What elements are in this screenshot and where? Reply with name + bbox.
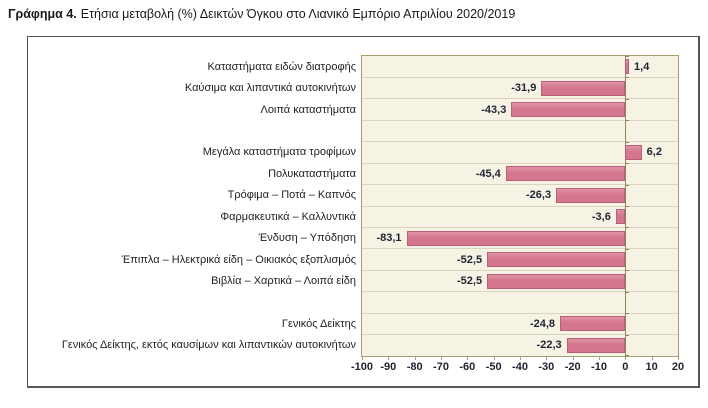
bar: [487, 252, 626, 268]
value-label: -83,1: [376, 232, 402, 245]
gridline: [362, 184, 678, 186]
x-axis-tick: [625, 356, 627, 360]
category-label: Καύσιμα και λιπαντικά αυτοκινήτων: [184, 82, 356, 95]
gridline: [362, 312, 678, 314]
x-axis-tick-label: -20: [564, 361, 581, 373]
category-label: Γενικός Δείκτης: [281, 317, 356, 330]
value-label: -43,3: [481, 103, 507, 116]
x-axis-tick-label: -90: [380, 361, 397, 373]
category-label: Γενικός Δείκτης, εκτός καυσίμων και λιπα…: [61, 339, 356, 352]
zero-axis-tick: [625, 355, 630, 356]
x-axis-tick-label: -60: [459, 361, 476, 373]
category-label: Λοιπά καταστήματα: [260, 103, 356, 116]
x-axis-tick-label: 10: [645, 361, 658, 373]
plot-area: 1,4 -31,9 -43,3 6,2 -45,4 -26,3 -3,6 -83,1 -52,5…: [361, 55, 679, 357]
x-axis-tick: [651, 356, 653, 360]
zero-axis-tick: [625, 270, 630, 272]
x-axis-tick: [572, 356, 574, 360]
zero-axis-tick: [625, 163, 630, 165]
category-label: Μεγάλα καταστήματα τροφίμων: [202, 146, 356, 159]
value-label: -45,4: [475, 167, 501, 180]
x-axis-tick: [414, 356, 416, 360]
bar: [625, 59, 629, 75]
zero-axis-tick: [625, 184, 630, 186]
gridline: [362, 141, 678, 143]
x-axis-tick-label: -10: [591, 361, 607, 373]
x-axis-tick: [441, 356, 442, 360]
x-axis-tick-label: -50: [485, 361, 502, 373]
value-label: 1,4: [634, 60, 650, 73]
chart-title-text: Ετήσια μεταβολή (%) Δεικτών Όγκου στο Λι…: [80, 7, 516, 21]
value-label: -24,8: [529, 317, 556, 330]
bar: [505, 166, 626, 182]
x-axis-tick-label: -30: [538, 361, 555, 373]
x-axis-tick-label: -80: [406, 361, 423, 373]
gridline: [362, 248, 678, 250]
zero-axis-tick: [625, 248, 630, 250]
x-axis-tick: [362, 356, 363, 360]
x-axis-tick-label: 0: [622, 361, 629, 373]
x-axis-tick: [599, 356, 600, 360]
zero-axis-tick: [625, 334, 630, 336]
category-label: Τρόφιμα – Ποτά – Καπνός: [227, 189, 356, 202]
bar: [487, 273, 626, 289]
value-label: -52,5: [457, 253, 483, 266]
gridline: [362, 98, 678, 100]
value-label: -52,5: [457, 274, 483, 287]
gridline: [362, 226, 678, 228]
gridline: [362, 291, 678, 293]
value-label: -3,6: [591, 210, 611, 223]
value-label: -22,3: [536, 339, 562, 352]
chart-title-prefix: Γράφημα 4.: [8, 7, 77, 21]
category-label: Φαρμακευτικά – Καλλυντικά: [220, 210, 356, 223]
category-label: Πολυκαταστήματα: [268, 167, 356, 180]
zero-axis-tick: [625, 313, 630, 315]
gridline: [362, 269, 678, 271]
chart-title: Γράφημα 4. Ετήσια μεταβολή (%) Δεικτών Όγ…: [8, 7, 515, 21]
value-label: 6,2: [646, 146, 662, 159]
x-axis-tick-label: 20: [671, 361, 685, 373]
value-label: -26,3: [526, 189, 552, 202]
zero-axis-tick: [625, 56, 630, 57]
bar: [541, 80, 626, 96]
zero-axis-tick: [625, 98, 630, 100]
bar: [406, 230, 626, 246]
gridline: [362, 334, 678, 336]
gridline: [362, 119, 678, 121]
bar: [556, 187, 626, 203]
category-label: Βιβλία – Χαρτικά – Λοιπά είδη: [211, 274, 356, 287]
zero-axis-tick: [625, 206, 630, 207]
x-axis-tick: [493, 356, 495, 360]
zero-axis-tick: [625, 227, 630, 229]
category-label: Ένδυση – Υπόδηση: [258, 232, 356, 245]
x-axis-tick: [546, 356, 548, 360]
x-axis-tick-label: -100: [350, 361, 374, 373]
bar: [615, 209, 626, 225]
bar: [566, 337, 626, 353]
zero-axis-tick: [625, 77, 630, 79]
bar: [625, 144, 642, 160]
gridline: [362, 205, 678, 207]
zero-axis-tick: [625, 291, 630, 293]
value-label: -31,9: [511, 82, 537, 95]
zero-axis-tick: [625, 120, 630, 122]
category-label: Καταστήματα ειδών διατροφής: [207, 60, 356, 73]
zero-axis-tick: [625, 141, 630, 143]
chart-frame: 1,4 -31,9 -43,3 6,2 -45,4 -26,3 -3,6 -83,1 -52,5…: [27, 36, 700, 388]
x-axis-tick-label: -70: [433, 361, 449, 373]
bar: [511, 102, 626, 118]
gridline: [362, 76, 678, 78]
x-axis-tick: [678, 356, 679, 360]
bar: [560, 316, 626, 332]
gridline: [362, 162, 678, 164]
category-label: Έπιπλα – Ηλεκτρικά είδη – Οικιακός εξοπλ…: [121, 253, 356, 266]
x-axis-tick: [520, 356, 521, 360]
x-axis-tick: [467, 356, 469, 360]
x-axis-tick-label: -40: [512, 361, 528, 373]
x-axis-tick: [388, 356, 390, 360]
